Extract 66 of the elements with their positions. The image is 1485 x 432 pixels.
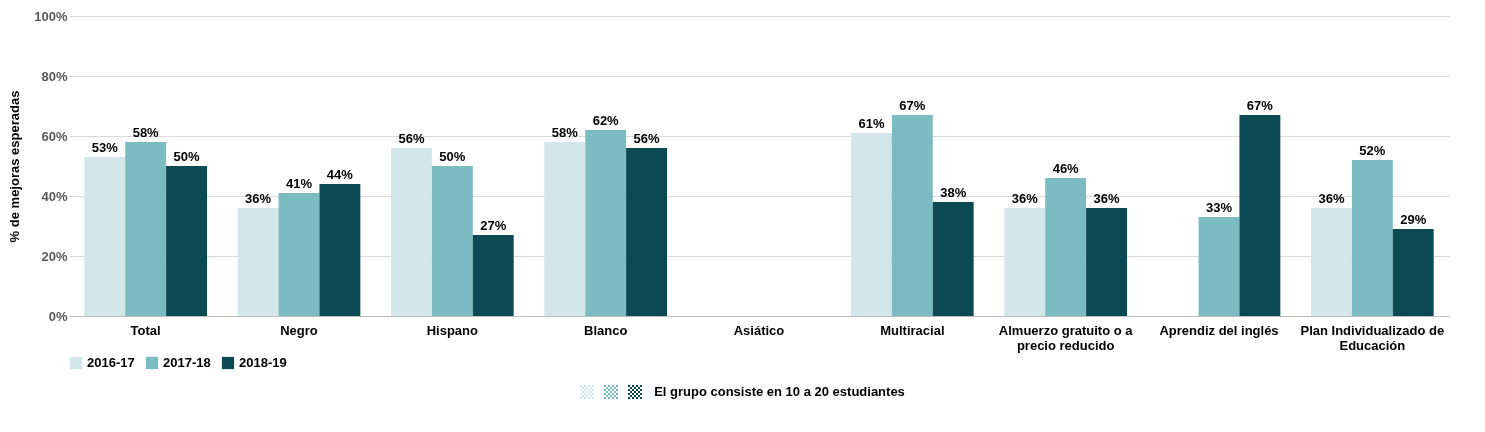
y-tick-label: 80% (41, 68, 68, 84)
bar (891, 115, 933, 316)
bar (1086, 208, 1127, 316)
data-label: 62% (592, 113, 620, 128)
data-label: 41% (285, 176, 313, 191)
data-label: 36% (1093, 191, 1120, 206)
bar (1004, 208, 1046, 316)
data-label: 36% (1011, 191, 1039, 206)
y-axis-title: % de mejoras esperadas (7, 90, 23, 243)
x-tick-label: Almuerzo gratuito o a precio reducido (998, 322, 1134, 353)
data-label: 36% (245, 191, 272, 206)
legend-label: 2017-18 (163, 355, 211, 370)
bar (1311, 208, 1352, 316)
data-label: 56% (633, 131, 660, 146)
data-label: 50% (439, 149, 466, 164)
bar (237, 208, 279, 316)
bar (278, 193, 320, 316)
data-label: 67% (899, 98, 926, 113)
bar (932, 202, 974, 316)
bar (1392, 229, 1434, 316)
data-label: 56% (398, 131, 425, 146)
data-label: 36% (1318, 191, 1345, 206)
bar (585, 130, 627, 316)
data-label: 44% (326, 167, 354, 182)
bar (851, 133, 892, 316)
y-tick-label: 40% (41, 188, 68, 204)
data-label: 46% (1052, 161, 1080, 176)
bar (166, 166, 207, 316)
bar (626, 148, 667, 316)
y-tick-label: 60% (41, 128, 68, 144)
data-label: 50% (173, 149, 200, 164)
data-label: 58% (551, 125, 579, 140)
x-tick-label: Plan Individualizado de Educación (1300, 322, 1445, 353)
bar (431, 166, 473, 316)
y-tick-label: 20% (41, 248, 68, 264)
bar (1045, 178, 1087, 316)
x-tick-label: Hispano (426, 322, 479, 338)
data-label: 27% (480, 218, 507, 233)
x-tick-label: Blanco (583, 322, 628, 338)
x-tick-label: Total (130, 322, 161, 338)
bar (319, 184, 361, 316)
legend-label: 2018-19 (239, 355, 287, 370)
data-label: 33% (1205, 200, 1233, 215)
data-label: 38% (940, 185, 967, 200)
x-tick-label: Multiracial (880, 322, 945, 338)
bar (1351, 160, 1393, 316)
bar (472, 235, 514, 316)
data-label: 53% (91, 140, 119, 155)
bar (391, 148, 432, 316)
bar (1239, 115, 1281, 316)
x-tick-label: Negro (280, 322, 318, 338)
data-label: 61% (858, 116, 885, 131)
bar (125, 142, 167, 316)
bar (84, 157, 126, 316)
bar (1198, 217, 1240, 316)
x-tick-label: Aprendiz del inglés (1159, 322, 1279, 338)
text: El grupo consiste en 10 a 20 estudiantes (654, 384, 905, 399)
data-label: 58% (132, 125, 160, 140)
legend-label: 2016-17 (87, 355, 135, 370)
y-tick-label: 100% (34, 8, 68, 24)
x-tick-label: Asiático (733, 322, 785, 338)
data-label: 67% (1246, 98, 1274, 113)
data-label: 52% (1359, 143, 1386, 158)
data-label: 29% (1400, 212, 1427, 227)
bar (544, 142, 586, 316)
y-tick-label: 0% (48, 308, 68, 324)
